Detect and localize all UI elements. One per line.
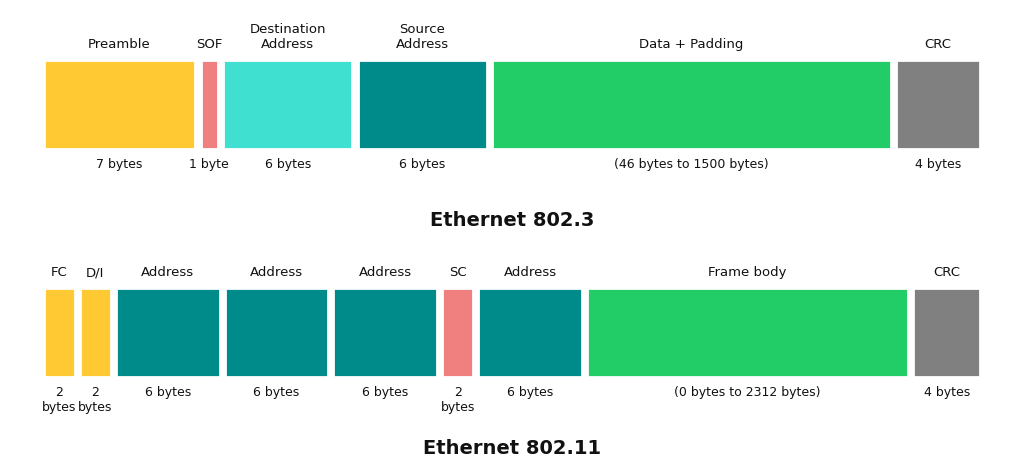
Bar [223, 60, 352, 149]
Text: 6 bytes: 6 bytes [507, 386, 553, 399]
Bar [43, 60, 196, 149]
Bar [357, 60, 487, 149]
Text: CRC: CRC [925, 38, 951, 51]
Bar [587, 288, 908, 377]
Bar [116, 288, 219, 377]
Bar [493, 60, 891, 149]
Text: 7 bytes: 7 bytes [96, 158, 142, 171]
Bar [334, 288, 437, 377]
Text: (0 bytes to 2312 bytes): (0 bytes to 2312 bytes) [674, 386, 821, 399]
Text: D/I: D/I [86, 266, 104, 279]
Text: CRC: CRC [933, 266, 961, 279]
Bar [913, 288, 981, 377]
Text: 2
bytes: 2 bytes [42, 386, 76, 414]
Text: 2
bytes: 2 bytes [440, 386, 475, 414]
Bar [224, 288, 329, 377]
Text: 6 bytes: 6 bytes [399, 158, 445, 171]
Bar [80, 288, 111, 377]
Text: Address: Address [141, 266, 195, 279]
Text: Ethernet 802.3: Ethernet 802.3 [430, 211, 594, 230]
Text: SOF: SOF [196, 38, 222, 51]
Text: 6 bytes: 6 bytes [253, 386, 300, 399]
Text: Address: Address [504, 266, 557, 279]
Text: 4 bytes: 4 bytes [924, 386, 970, 399]
Text: 2
bytes: 2 bytes [78, 386, 113, 414]
Text: 4 bytes: 4 bytes [915, 158, 962, 171]
Bar [896, 60, 981, 149]
Bar [442, 288, 473, 377]
Text: 6 bytes: 6 bytes [144, 386, 190, 399]
Text: SC: SC [449, 266, 467, 279]
Text: Preamble: Preamble [88, 38, 151, 51]
Text: Data + Padding: Data + Padding [639, 38, 743, 51]
Text: 1 byte: 1 byte [189, 158, 229, 171]
Bar [201, 60, 218, 149]
Text: Destination
Address: Destination Address [250, 23, 326, 51]
Bar [478, 288, 582, 377]
Text: FC: FC [51, 266, 68, 279]
Text: (46 bytes to 1500 bytes): (46 bytes to 1500 bytes) [614, 158, 769, 171]
Text: Frame body: Frame body [709, 266, 786, 279]
Text: Ethernet 802.11: Ethernet 802.11 [423, 439, 601, 458]
Text: Address: Address [250, 266, 303, 279]
Text: Address: Address [358, 266, 412, 279]
Text: 6 bytes: 6 bytes [362, 386, 409, 399]
Text: Source
Address: Source Address [395, 23, 449, 51]
Bar [43, 288, 75, 377]
Text: 6 bytes: 6 bytes [264, 158, 311, 171]
